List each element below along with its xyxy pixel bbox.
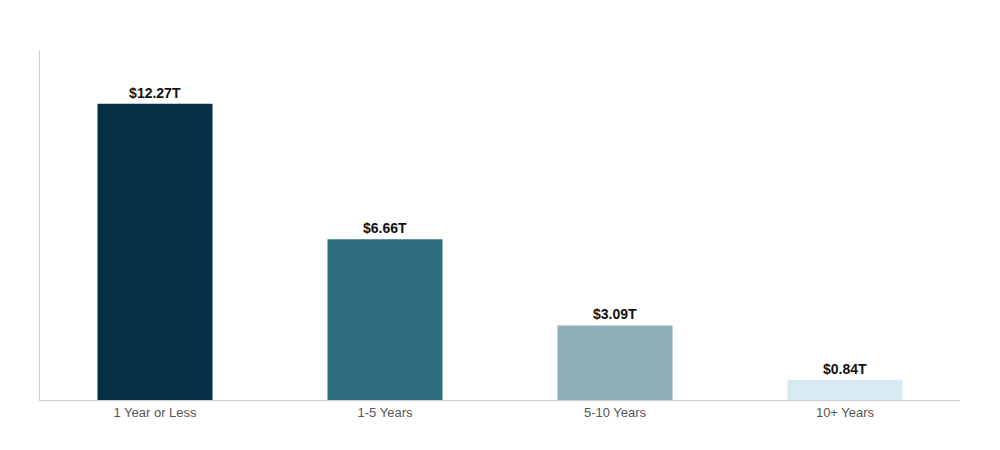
svg-text:$12.27T: $12.27T xyxy=(129,85,181,101)
svg-text:$0.84T: $0.84T xyxy=(823,361,867,377)
svg-text:$3.09T: $3.09T xyxy=(593,306,637,322)
svg-text:1-5 Years: 1-5 Years xyxy=(358,405,413,420)
svg-text:5-10 Years: 5-10 Years xyxy=(584,405,647,420)
svg-text:1 Year or Less: 1 Year or Less xyxy=(113,405,197,420)
svg-text:10+ Years: 10+ Years xyxy=(816,405,875,420)
svg-text:$6.66T: $6.66T xyxy=(363,220,407,236)
